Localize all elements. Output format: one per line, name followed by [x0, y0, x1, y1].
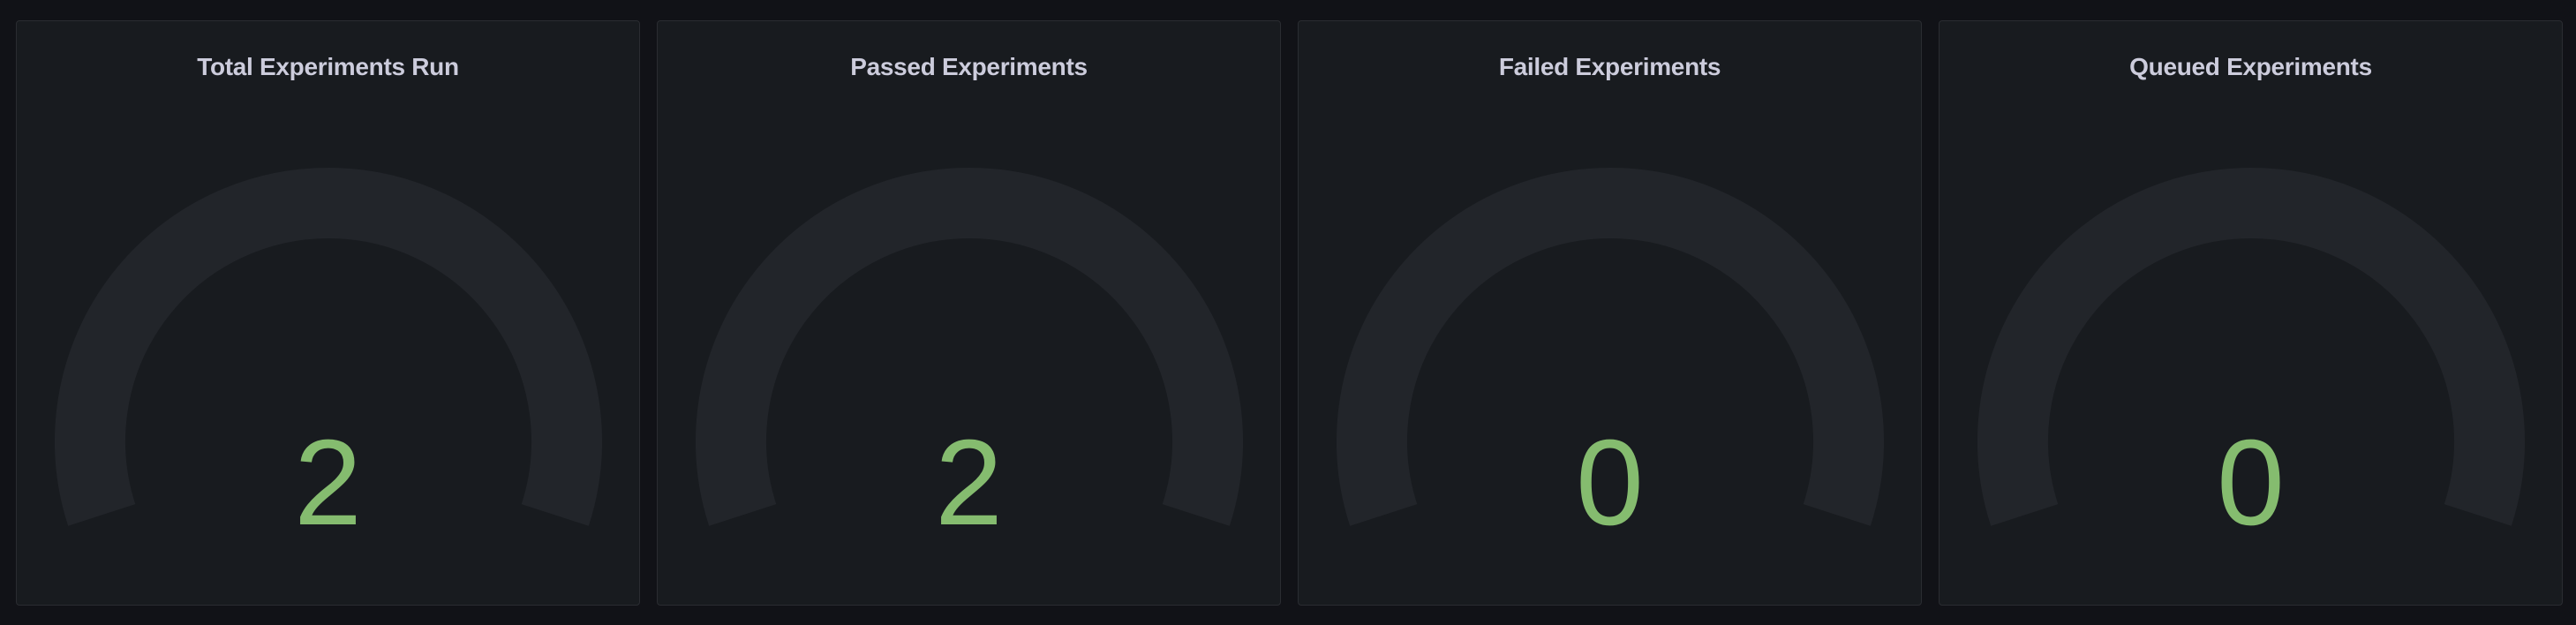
gauge-arc [696, 168, 1243, 526]
gauge-arc [1337, 168, 1884, 526]
panel-queued-experiments[interactable]: Queued Experiments 0 [1939, 20, 2563, 606]
gauge-track [55, 168, 602, 526]
gauge-value: 0 [1576, 415, 1644, 551]
gauge-arc [1977, 168, 2525, 526]
gauge-value: 2 [294, 415, 362, 551]
gauge-track [696, 168, 1243, 526]
panel-failed-experiments[interactable]: Failed Experiments 0 [1298, 20, 1922, 606]
gauge-track [1977, 168, 2525, 526]
gauge-value: 0 [2217, 415, 2285, 551]
gauge-value: 2 [935, 415, 1003, 551]
gauge-track [1337, 168, 1884, 526]
gauge-arc [55, 168, 602, 526]
panel-title: Queued Experiments [2129, 53, 2372, 80]
panel-title: Passed Experiments [850, 53, 1088, 80]
panel-title: Failed Experiments [1498, 53, 1721, 80]
panel-total-experiments[interactable]: Total Experiments Run 2 [16, 20, 640, 606]
panel-passed-experiments[interactable]: Passed Experiments 2 [657, 20, 1281, 606]
panel-title: Total Experiments Run [197, 53, 459, 80]
